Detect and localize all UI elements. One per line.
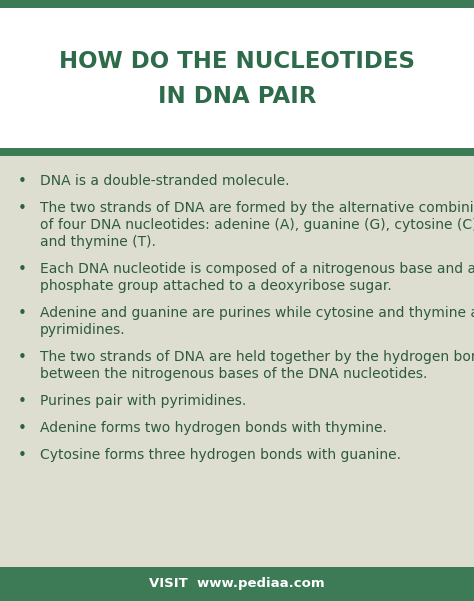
Text: Purines pair with pyrimidines.: Purines pair with pyrimidines. [40,394,246,408]
Text: HOW DO THE NUCLEOTIDES: HOW DO THE NUCLEOTIDES [59,50,415,73]
Text: pyrimidines.: pyrimidines. [40,323,126,337]
Text: of four DNA nucleotides: adenine (A), guanine (G), cytosine (C),: of four DNA nucleotides: adenine (A), gu… [40,218,474,232]
Text: phosphate group attached to a deoxyribose sugar.: phosphate group attached to a deoxyribos… [40,279,392,293]
Text: •: • [18,394,27,409]
Text: •: • [18,350,27,365]
Text: IN DNA PAIR: IN DNA PAIR [158,85,316,108]
Text: The two strands of DNA are formed by the alternative combining: The two strands of DNA are formed by the… [40,201,474,215]
Text: VISIT  www.pediaa.com: VISIT www.pediaa.com [149,578,325,591]
Text: Each DNA nucleotide is composed of a nitrogenous base and a: Each DNA nucleotide is composed of a nit… [40,262,474,276]
Text: The two strands of DNA are held together by the hydrogen bonds: The two strands of DNA are held together… [40,350,474,364]
Text: and thymine (T).: and thymine (T). [40,235,156,249]
Text: Adenine forms two hydrogen bonds with thymine.: Adenine forms two hydrogen bonds with th… [40,421,387,435]
Text: between the nitrogenous bases of the DNA nucleotides.: between the nitrogenous bases of the DNA… [40,367,428,381]
Bar [0,567,474,601]
Bar [0,148,474,156]
Text: DNA is a double-stranded molecule.: DNA is a double-stranded molecule. [40,174,290,188]
Text: Adenine and guanine are purines while cytosine and thymine are: Adenine and guanine are purines while cy… [40,306,474,320]
Text: •: • [18,262,27,277]
Bar [0,0,474,8]
Text: •: • [18,448,27,463]
Bar [0,8,474,148]
Text: •: • [18,306,27,321]
Bar [0,148,474,156]
Text: •: • [18,174,27,189]
Bar [0,0,474,8]
Bar [0,8,474,148]
Text: •: • [18,421,27,436]
Text: Cytosine forms three hydrogen bonds with guanine.: Cytosine forms three hydrogen bonds with… [40,448,401,462]
Text: •: • [18,201,27,216]
